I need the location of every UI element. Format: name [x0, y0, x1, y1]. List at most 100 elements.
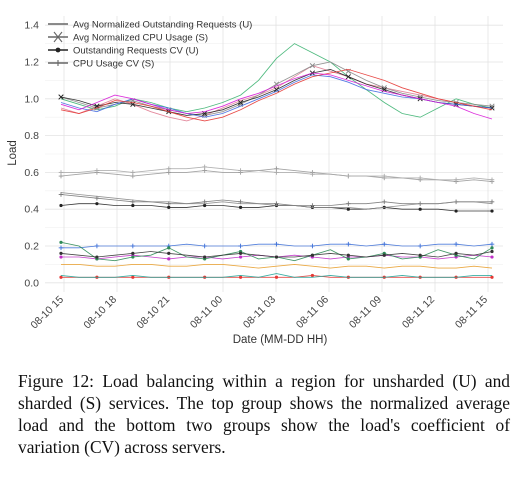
- series-line: [61, 263, 493, 269]
- data-point: [309, 63, 316, 69]
- data-point: [273, 86, 280, 93]
- data-point: [237, 99, 244, 106]
- series-line: [60, 68, 493, 116]
- legend-entry: Avg Normalized Outstanding Requests (U): [48, 19, 252, 30]
- data-point: [274, 255, 279, 259]
- y-tick-labels: 0.0 0.2 0.4 0.6 0.8 1.0 1.2 1.4: [24, 20, 39, 290]
- data-point: [346, 207, 350, 211]
- y-tick-label: 0.2: [24, 241, 39, 253]
- legend: Avg Normalized Outstanding Requests (U) A…: [48, 19, 252, 69]
- y-tick-label: 0.4: [24, 204, 39, 216]
- series-12: [58, 241, 495, 251]
- legend-entry: CPU Usage CV (S): [48, 58, 154, 69]
- data-point: [59, 203, 63, 208]
- x-tick-label: 08-11 12: [400, 294, 437, 331]
- data-point: [131, 203, 135, 208]
- series-18: [60, 273, 492, 278]
- data-point: [95, 255, 99, 259]
- data-point: [274, 241, 279, 247]
- series-line: [60, 72, 493, 120]
- x-tick-labels: 08-10 15 08-10 18 08-10 21 08-11 00 08-11 03…: [28, 294, 490, 332]
- data-point: [238, 243, 243, 249]
- data-point: [167, 251, 171, 255]
- legend-label: CPU Usage CV (S): [73, 58, 154, 69]
- data-point: [166, 166, 172, 172]
- data-point: [346, 201, 351, 206]
- data-point: [490, 209, 494, 213]
- x-tick-label: 08-11 06: [294, 294, 331, 331]
- data-point: [490, 255, 494, 259]
- data-point: [238, 255, 243, 259]
- data-point: [417, 243, 423, 249]
- series-6: [60, 72, 493, 120]
- data-point: [238, 251, 243, 255]
- legend-label: Avg Normalized Outstanding Requests (U): [73, 19, 252, 30]
- y-axis-label: Load: [7, 140, 19, 166]
- data-point: [381, 241, 387, 247]
- data-point: [131, 255, 135, 259]
- data-point: [238, 205, 243, 209]
- data-point: [454, 209, 458, 213]
- data-point: [238, 275, 243, 279]
- legend-label: Avg Normalized CPU Usage (S): [73, 32, 208, 43]
- data-point: [489, 177, 495, 183]
- data-point: [59, 251, 63, 255]
- data-point: [346, 173, 351, 179]
- series-8: [58, 164, 495, 183]
- legend-entry: Avg Normalized CPU Usage (S): [48, 31, 208, 43]
- data-point: [167, 246, 171, 250]
- y-tick-label: 0.0: [24, 277, 39, 289]
- data-point: [131, 275, 135, 279]
- data-point: [202, 164, 207, 170]
- x-axis-label: Date (MM-DD HH): [233, 334, 328, 346]
- x-tick-label: 08-11 09: [347, 294, 384, 331]
- data-point: [130, 170, 136, 175]
- data-point: [203, 255, 207, 259]
- data-point: [58, 245, 64, 251]
- data-point: [202, 243, 207, 249]
- y-tick-label: 1.2: [24, 57, 39, 69]
- figure-caption: Figure 12: Load balancing within a regio…: [18, 371, 510, 457]
- series-line: [60, 74, 493, 118]
- data-point: [346, 253, 350, 257]
- series-15: [59, 249, 494, 259]
- y-tick-label: 0.8: [24, 130, 39, 142]
- data-point: [131, 251, 135, 255]
- y-tick-label: 1.4: [24, 20, 39, 32]
- legend-label: Outstanding Requests CV (U): [73, 45, 199, 56]
- data-point: [418, 253, 422, 257]
- data-point: [130, 243, 136, 249]
- data-point: [274, 170, 279, 175]
- x-tick-label: 08-10 18: [81, 294, 119, 332]
- data-point: [310, 171, 315, 177]
- series-16: [61, 263, 493, 269]
- series-line: [60, 68, 493, 122]
- load-line-chart: 0.00.20.40.60.81.01.21.4 08-10 15 08-10 1…: [7, 16, 503, 346]
- series-3: [58, 68, 495, 117]
- data-point: [167, 257, 171, 261]
- data-point: [59, 275, 63, 279]
- series-line: [60, 273, 492, 278]
- series-7: [58, 166, 495, 184]
- data-point: [489, 241, 495, 247]
- data-point: [274, 275, 279, 279]
- data-point: [95, 202, 99, 206]
- data-point: [453, 177, 459, 183]
- data-point: [58, 94, 64, 100]
- data-point: [59, 255, 63, 259]
- data-point: [418, 207, 422, 211]
- data-point: [490, 249, 494, 254]
- data-point: [310, 243, 315, 249]
- data-point: [345, 74, 351, 80]
- data-point: [490, 246, 494, 250]
- legend-entry: Outstanding Requests CV (U): [48, 45, 199, 56]
- data-point: [346, 257, 350, 261]
- y-tick-label: 0.6: [24, 167, 39, 179]
- data-point: [417, 175, 423, 181]
- x-tick-label: 08-10 21: [134, 294, 172, 332]
- data-point: [453, 241, 459, 247]
- data-point: [310, 253, 315, 257]
- data-point: [238, 168, 243, 173]
- data-point: [94, 243, 100, 249]
- series-lines: [58, 43, 495, 279]
